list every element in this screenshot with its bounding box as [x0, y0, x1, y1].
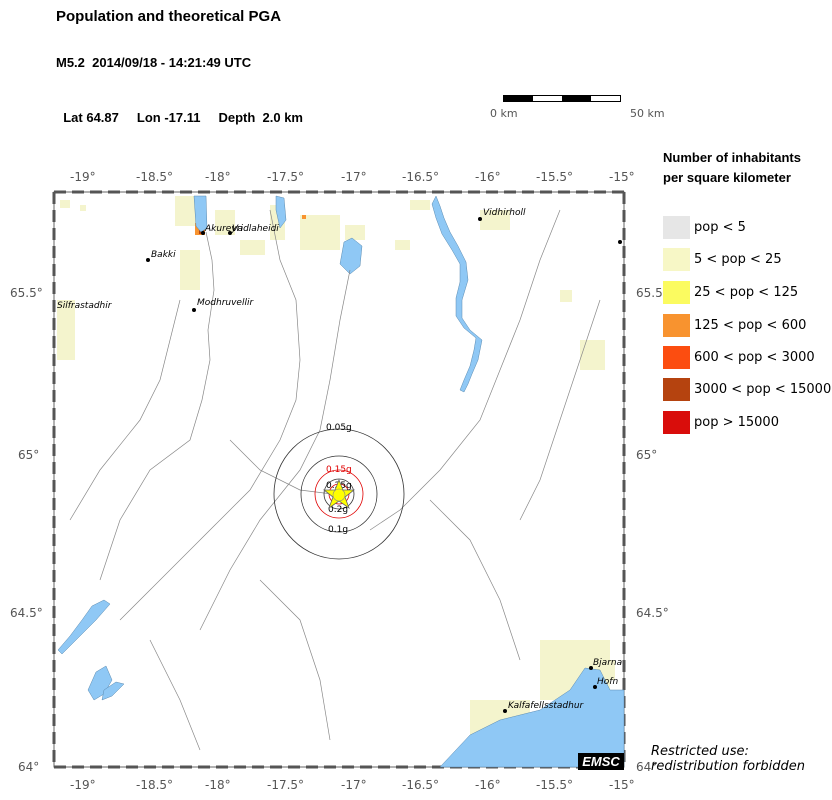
legend-label: 3000 < pop < 15000 [694, 381, 832, 397]
city-label: Hofn [597, 677, 618, 687]
legend-item: 3000 < pop < 15000 [663, 377, 832, 401]
lon-tick-top: -16° [475, 170, 501, 184]
lon-tick-bottom: -19° [70, 778, 96, 792]
lon-tick-bottom: -17° [341, 778, 367, 792]
legend-title: Number of inhabitants per square kilomet… [663, 148, 832, 188]
city-label: Vidhirholl [483, 208, 526, 218]
lon-tick-bottom: -15.5° [536, 778, 573, 792]
legend-item: 600 < pop < 3000 [663, 345, 815, 369]
lon-tick-top: -18° [205, 170, 231, 184]
legend-title-line2: per square kilometer [663, 170, 791, 185]
legend-label: pop < 5 [694, 219, 746, 235]
scale-right-label: 50 km [630, 107, 665, 120]
location-info: Lat 64.87 Lon -17.11 Depth 2.0 km [56, 95, 321, 125]
lon-tick-bottom: -18° [205, 778, 231, 792]
lake-myvatn [339, 237, 363, 275]
legend-label: pop > 15000 [694, 414, 779, 430]
lat-tick-left: 65° [18, 448, 39, 462]
lon-tick-top: -17° [341, 170, 367, 184]
lon-tick-bottom: -18.5° [136, 778, 173, 792]
lon-tick-bottom: -16° [475, 778, 501, 792]
lat-ticks-left: 65.5° 65° 64.5° 64° [10, 286, 43, 774]
epicenter-marker [332, 488, 346, 502]
lat-tick-right: 65° [636, 448, 657, 462]
notice-line2: redistribution forbidden [651, 759, 806, 774]
pga-label-0.2g: 0.2g [328, 505, 348, 515]
legend-item: 5 < pop < 25 [663, 247, 782, 271]
city-label: Modhruvellir [197, 298, 254, 308]
legend-label: 5 < pop < 25 [694, 251, 782, 267]
lat-tick-right: 64° [636, 760, 657, 774]
lon-tick-bottom: -15° [609, 778, 635, 792]
scale-left-label: 0 km [490, 107, 518, 120]
city-label: Vadlaheidi [232, 224, 279, 234]
lon-tick-top: -17.5° [267, 170, 304, 184]
lat-value: Lat 64.87 [63, 110, 119, 125]
legend-swatch [663, 215, 690, 239]
emsc-logo [578, 753, 624, 770]
emsc-logo-text: EMSC [582, 754, 620, 769]
legend-swatch [663, 345, 690, 369]
lon-tick-top: -15.5° [536, 170, 573, 184]
lon-tick-bottom: -16.5° [402, 778, 439, 792]
event-info: M5.2 2014/09/18 - 14:21:49 UTC [56, 55, 252, 70]
cities: Akureyri Vadlaheidi Bakki Modhruvellir S… [57, 208, 622, 713]
city-label: Kalfafellsstadhur [508, 701, 585, 711]
lat-tick-left: 65.5° [10, 286, 43, 300]
lon-ticks-bottom: -19° -18.5° -18° -17.5° -17° -16.5° -16°… [70, 778, 635, 792]
lat-tick-left: 64° [18, 760, 39, 774]
city-label: Akureyri [204, 224, 243, 234]
pga-label-0.1g: 0.1g [328, 525, 348, 535]
scale-bar [503, 95, 621, 102]
notice-line1: Restricted use: [651, 744, 749, 759]
legend-title-line1: Number of inhabitants [663, 150, 801, 165]
lon-tick-bottom: -17.5° [267, 778, 304, 792]
map-title: Population and theoretical PGA [56, 8, 282, 25]
city-label: Bakki [151, 250, 176, 260]
city-label: Silfrastadhir [57, 301, 113, 311]
legend-label: 600 < pop < 3000 [694, 349, 815, 365]
ocean-south-east [439, 667, 625, 768]
lat-tick-left: 64.5° [10, 606, 43, 620]
lat-tick-right: 65.5° [636, 286, 669, 300]
pga-label-0.15g: 0.15g [326, 465, 352, 475]
river-jokulsa [431, 195, 483, 393]
legend-item: pop > 15000 [663, 410, 779, 434]
rivers [69, 209, 601, 751]
lon-tick-top: -15° [609, 170, 635, 184]
legend-swatch [663, 377, 690, 401]
legend-label: 125 < pop < 600 [694, 317, 807, 333]
lon-tick-top: -19° [70, 170, 96, 184]
lat-ticks-right: 65.5° 65° 64.5° 64° [636, 286, 669, 774]
lon-ticks-top: -19° -18.5° -18° -17.5° -17° -16.5° -16°… [70, 170, 635, 184]
legend-item: 25 < pop < 125 [663, 280, 799, 304]
lon-value: Lon -17.11 [136, 110, 201, 125]
legend-label: 25 < pop < 125 [694, 284, 799, 300]
legend-swatch [663, 280, 690, 304]
eyjafjordur-fjord [193, 195, 208, 233]
depth-value: Depth 2.0 km [218, 110, 303, 125]
restricted-notice: Restricted use: redistribution forbidden [651, 744, 805, 774]
lake-langisjor [101, 681, 125, 701]
lat-tick-right: 64.5° [636, 606, 669, 620]
lon-tick-top: -16.5° [402, 170, 439, 184]
city-label: Bjarna [593, 658, 622, 668]
water-bodies [57, 195, 625, 768]
lon-tick-top: -18.5° [136, 170, 173, 184]
legend-item: 125 < pop < 600 [663, 313, 807, 337]
pga-label-0.05g: 0.05g [326, 423, 352, 433]
legend-item: pop < 5 [663, 215, 746, 239]
legend-swatch [663, 410, 690, 434]
legend-swatch [663, 313, 690, 337]
lake-small-north [275, 195, 287, 229]
legend-swatch [663, 247, 690, 271]
lake-south-west [57, 599, 111, 655]
